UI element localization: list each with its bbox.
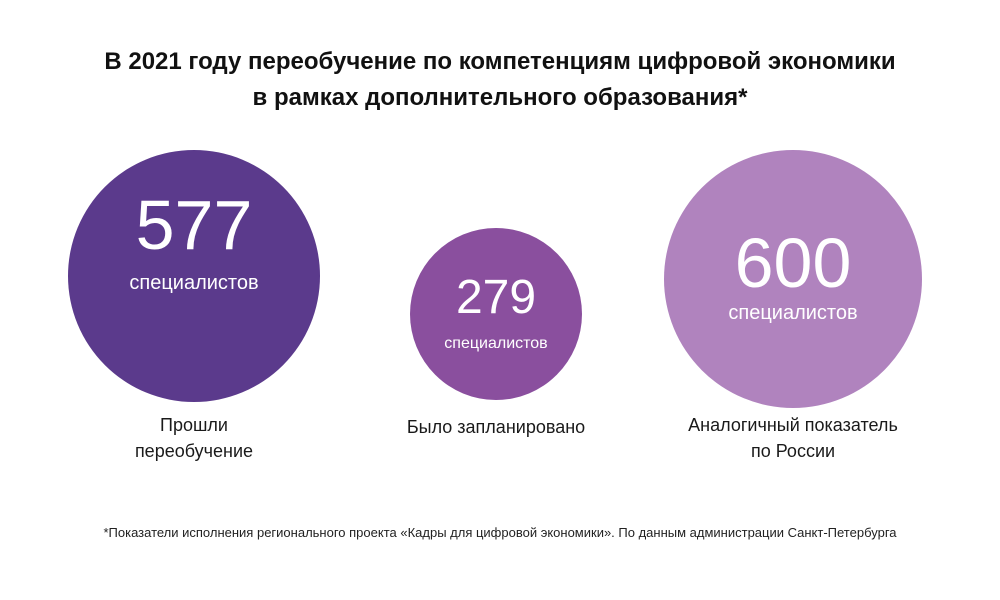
metric-caption-planned: Было запланировано bbox=[366, 414, 626, 440]
metric-caption-planned-line-1: Было запланировано bbox=[406, 417, 586, 437]
metric-caption-trained-line-2: переобучение bbox=[134, 441, 254, 461]
footnote: *Показатели исполнения регионального про… bbox=[103, 525, 897, 540]
metric-circle-trained: 577 специалистов bbox=[68, 150, 320, 402]
metric-caption-trained: Прошли переобучение bbox=[68, 412, 320, 464]
metric-value-planned: 279 bbox=[455, 271, 537, 324]
metric-caption-russia-line-2: по России bbox=[750, 441, 836, 461]
metric-circle-planned: 279 специалистов bbox=[410, 228, 582, 400]
metric-unit-trained: специалистов bbox=[129, 272, 259, 294]
metric-unit-planned: специалистов bbox=[444, 335, 548, 352]
page-title: В 2021 году переобучение по компетенциям… bbox=[0, 44, 1000, 116]
metric-caption-russia: Аналогичный показатель по России bbox=[644, 412, 942, 464]
metric-unit-russia: специалистов bbox=[728, 302, 858, 324]
page-title-line-1: В 2021 году переобучение по компетенциям… bbox=[104, 48, 896, 75]
metric-circle-russia: 600 специалистов bbox=[664, 150, 922, 408]
metric-caption-russia-line-1: Аналогичный показатель bbox=[688, 415, 898, 435]
page-title-line-2: в рамках дополнительного образования* bbox=[252, 84, 748, 111]
metric-value-trained: 577 bbox=[135, 186, 253, 264]
metric-value-russia: 600 bbox=[734, 224, 852, 302]
metric-caption-trained-line-1: Прошли bbox=[160, 415, 228, 435]
